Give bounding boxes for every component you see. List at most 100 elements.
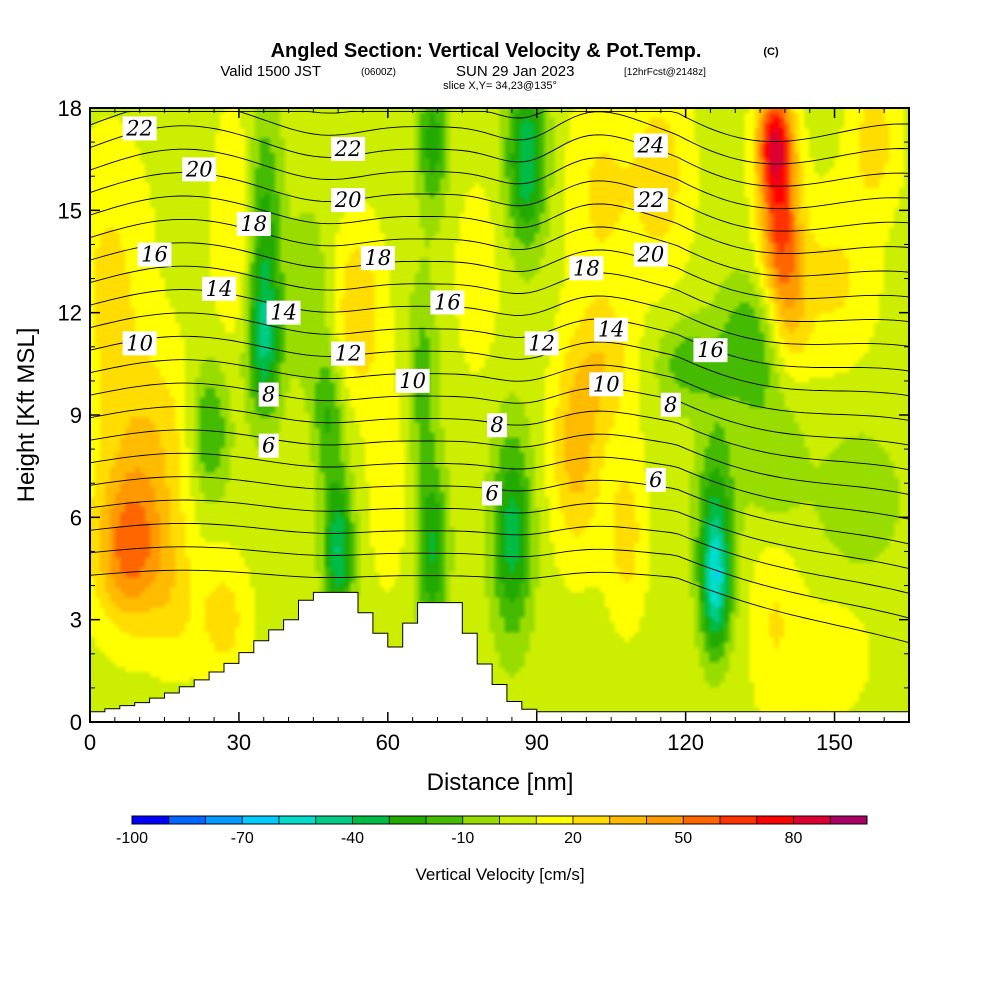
theta-contour-line <box>90 359 909 421</box>
contour-label-text: 12 <box>335 342 362 366</box>
axes: 0 30 60 90 120 150 0 3 6 9 12 15 18 <box>58 96 909 755</box>
contour-label-text: 20 <box>334 188 362 212</box>
valid-time-label: Valid 1500 JST <box>220 63 321 80</box>
contour-label-box <box>360 246 395 271</box>
contour-label-text: 14 <box>598 318 625 342</box>
y-tick-label: 6 <box>70 505 82 530</box>
y-tick-label: 3 <box>70 608 82 633</box>
contour-label: 10 <box>122 331 157 356</box>
contour-label: 6 <box>258 433 279 458</box>
y-tick-label: 15 <box>58 198 82 223</box>
contour-label-text: 18 <box>240 212 267 236</box>
contour-label: 6 <box>645 467 666 492</box>
colorbar-swatch <box>720 816 758 824</box>
colorbar-swatch <box>793 816 831 824</box>
contour-label-box <box>660 392 681 417</box>
theta-contour-line <box>90 452 909 520</box>
colorbar-swatch <box>389 816 427 824</box>
contour-label-text: 12 <box>528 331 555 355</box>
theta-contour-line <box>90 110 909 143</box>
contour-label-box <box>524 331 559 356</box>
theta-contour-line <box>90 148 909 210</box>
colorbar-swatch <box>205 816 243 824</box>
contour-label-text: 10 <box>399 369 426 393</box>
theta-contour-line <box>90 522 909 594</box>
terrain <box>90 591 909 722</box>
colorbar-tick-label: -10 <box>451 830 474 847</box>
theta-contour-line <box>90 242 909 300</box>
x-tick-label: 60 <box>376 730 400 755</box>
colorbar-swatch <box>499 816 537 824</box>
contour-label-text: 10 <box>593 372 620 396</box>
y-tick-label: 12 <box>58 301 82 326</box>
x-tick-label: 30 <box>227 730 251 755</box>
contour-label-box <box>589 372 624 397</box>
theta-contour-line <box>90 429 909 495</box>
contour-label: 12 <box>331 341 366 366</box>
y-tick-label: 18 <box>58 96 82 121</box>
theta-contour-line <box>90 569 909 644</box>
theta-contour-line <box>90 335 909 397</box>
plot-area <box>90 108 909 722</box>
theta-contour-line <box>90 382 909 446</box>
theta-contour-line <box>90 265 909 323</box>
contour-label-box <box>258 433 279 458</box>
contour-label-text: 14 <box>270 301 297 325</box>
contour-label: 20 <box>331 188 366 213</box>
contour-label: 20 <box>182 157 217 182</box>
colorbar-swatch <box>462 816 500 824</box>
contour-label-text: 20 <box>637 243 665 267</box>
x-tick-label: 0 <box>84 730 96 755</box>
y-tick-label: 9 <box>70 403 82 428</box>
colorbar-swatch <box>315 816 353 824</box>
contour-label: 12 <box>524 331 559 356</box>
contour-label-box <box>331 136 366 161</box>
contour-label: 18 <box>236 211 271 236</box>
theta-contour-line <box>90 125 909 187</box>
contour-label: 18 <box>360 246 395 271</box>
theta-contour-line <box>90 312 909 372</box>
chart-title: Angled Section: Vertical Velocity & Pot.… <box>271 40 702 62</box>
x-tick-label: 150 <box>816 730 853 755</box>
contour-label-text: 6 <box>262 434 275 458</box>
contour-label-text: 20 <box>185 157 213 181</box>
contour-label-box <box>594 317 629 342</box>
contour-label-box <box>266 300 301 325</box>
contour-label: 8 <box>660 392 681 417</box>
y-tick-label: 0 <box>70 710 82 735</box>
contour-label: 22 <box>122 116 157 141</box>
contour-label: 8 <box>487 413 508 438</box>
contour-label: 8 <box>258 382 279 407</box>
colorbar-tick-label: -70 <box>231 830 254 847</box>
x-axis-title: Distance [nm] <box>427 769 574 796</box>
colorbar-swatch <box>609 816 647 824</box>
contour-label-box <box>633 242 668 267</box>
copyright-mark: (C) <box>763 46 779 58</box>
contour-label: 14 <box>594 317 629 342</box>
contour-label-box <box>236 211 271 236</box>
contour-label: 20 <box>633 242 668 267</box>
colorbar-swatch <box>830 816 868 824</box>
contour-label-text: 10 <box>126 331 153 355</box>
colorbar-tick-label: 50 <box>674 830 692 847</box>
contour-label-box <box>122 331 157 356</box>
contour-label-box <box>331 188 366 213</box>
colorbar-tick-label: -40 <box>341 830 364 847</box>
contour-label-text: 8 <box>262 383 275 407</box>
slice-info: slice X,Y= 34,23@135° <box>443 80 557 92</box>
contour-label: 22 <box>331 136 366 161</box>
contour-label-text: 8 <box>664 393 677 417</box>
contour-label-box <box>430 290 465 315</box>
contour-label-box <box>122 116 157 141</box>
contour-label-box <box>693 338 728 363</box>
contour-label-text: 8 <box>490 413 503 437</box>
colorbar-swatch <box>646 816 684 824</box>
colorbar-swatch <box>168 816 206 824</box>
contour-label-text: 18 <box>573 256 600 280</box>
contour-label: 16 <box>137 243 172 267</box>
contour-label-text: 16 <box>697 338 724 362</box>
contour-label: 22 <box>633 188 668 213</box>
contour-label: 10 <box>589 372 624 397</box>
colorbar-swatch <box>573 816 611 824</box>
